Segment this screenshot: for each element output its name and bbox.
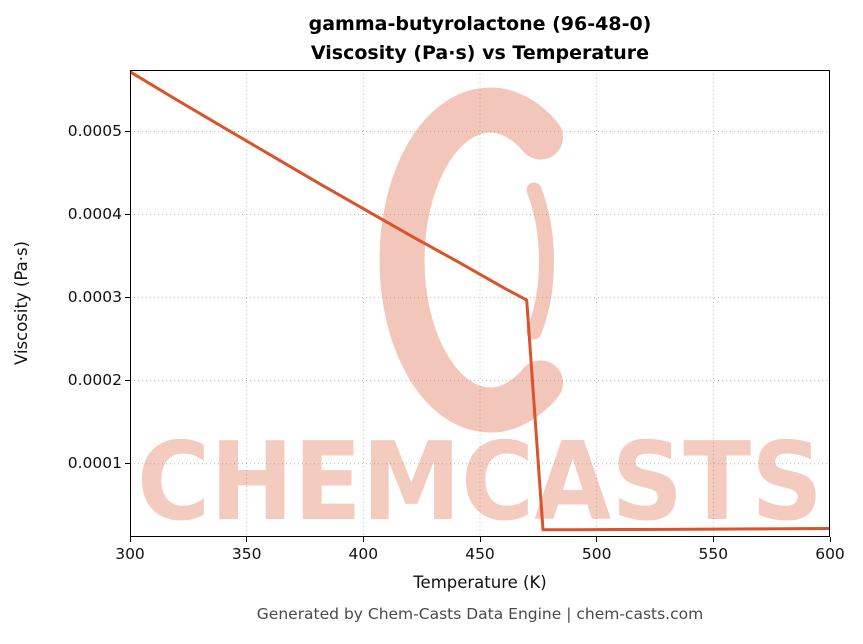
- x-tick-mark: [362, 537, 364, 542]
- y-tick-label: 0.0001: [67, 453, 122, 472]
- plot-area: CHEMCASTS: [130, 70, 830, 537]
- chart-title-line1: gamma-butyrolactone (96-48-0): [308, 13, 652, 35]
- y-tick-mark: [125, 131, 130, 132]
- watermark: CHEMCASTS: [137, 87, 823, 537]
- y-tick-label: 0.0005: [67, 121, 122, 140]
- watermark-text: CHEMCASTS: [137, 420, 823, 537]
- x-axis-label: Temperature (K): [413, 573, 547, 592]
- y-tick-label: 0.0004: [67, 204, 122, 223]
- x-tick-mark: [246, 537, 248, 542]
- x-tick-label: 350: [231, 545, 262, 563]
- y-tick-mark: [125, 297, 130, 299]
- y-tick-mark: [125, 463, 130, 465]
- y-tick-mark: [125, 380, 130, 382]
- chart-title-line2: Viscosity (Pa·s) vs Temperature: [310, 42, 650, 65]
- x-tick-label: 400: [348, 545, 379, 563]
- y-tick-label: 0.0002: [67, 370, 122, 389]
- y-axis-label: Viscosity (Pa·s): [12, 241, 31, 365]
- x-tick-mark: [129, 537, 131, 542]
- series-viscosity-line: [130, 70, 830, 532]
- chemcasts-logo-icon: [379, 87, 563, 433]
- x-tick-label: 600: [815, 545, 845, 563]
- x-tick-label: 500: [581, 545, 612, 563]
- plot-spines: [130, 70, 830, 537]
- x-tick-mark: [712, 537, 714, 542]
- x-tick-label: 550: [698, 545, 729, 563]
- x-tick-mark: [479, 537, 481, 542]
- x-tick-label: 450: [465, 545, 495, 563]
- y-tick-label: 0.0003: [67, 287, 122, 306]
- x-tick-mark: [829, 537, 831, 542]
- footer-caption: Generated by Chem-Casts Data Engine | ch…: [256, 605, 704, 623]
- chart-title: gamma-butyrolactone (96-48-0) Viscosity …: [130, 10, 830, 69]
- x-tick-mark: [596, 537, 598, 542]
- x-tick-label: 300: [115, 545, 145, 563]
- y-tick-mark: [125, 214, 130, 215]
- chemcasts-logo-swirl-icon: [526, 182, 554, 340]
